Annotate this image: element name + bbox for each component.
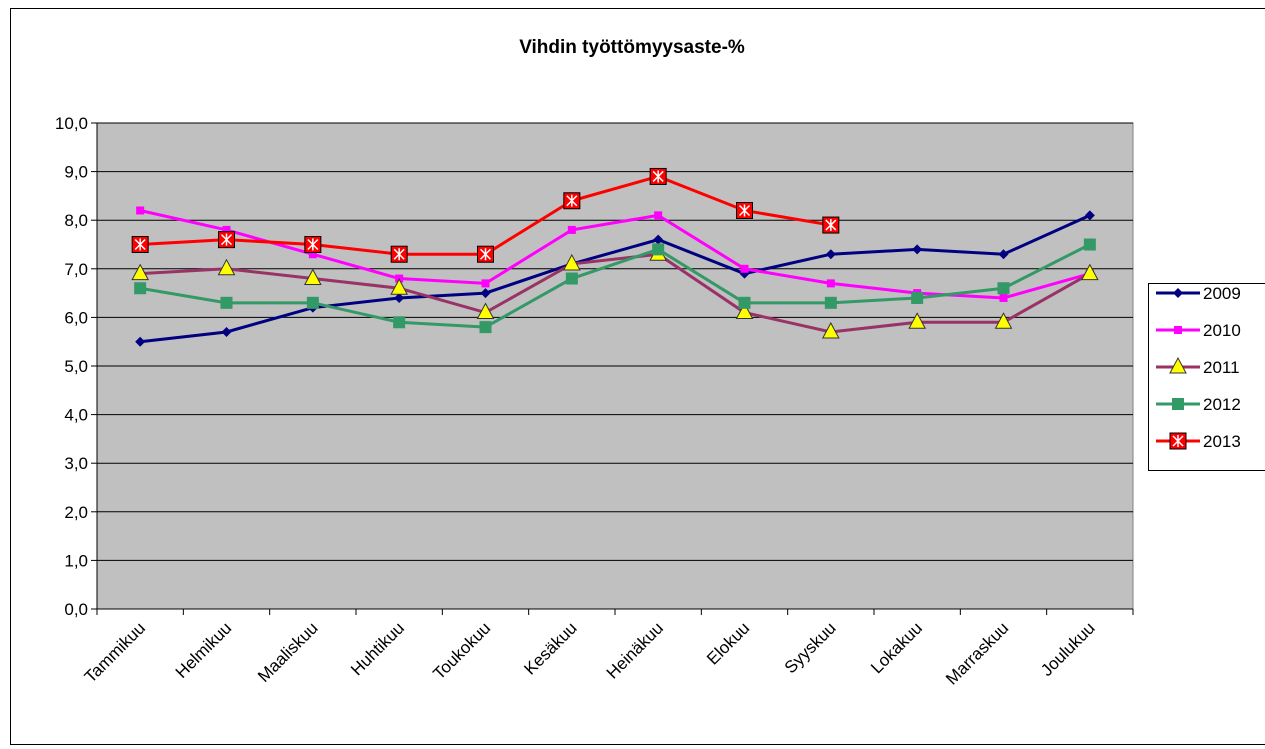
marker <box>217 258 236 276</box>
legend-label: 2009 <box>1203 284 1241 303</box>
marker <box>562 253 581 271</box>
legend-label: 2012 <box>1203 395 1241 414</box>
y-tick-label: 10,0 <box>55 114 88 133</box>
y-tick-label: 9,0 <box>64 163 88 182</box>
marker <box>994 312 1013 329</box>
marker <box>480 288 491 299</box>
marker <box>390 278 409 295</box>
marker <box>218 231 235 249</box>
marker <box>653 234 664 245</box>
marker <box>1174 326 1182 334</box>
marker <box>1084 210 1095 221</box>
marker-star <box>479 248 492 261</box>
marker <box>131 263 150 281</box>
legend-label: 2011 <box>1203 358 1240 377</box>
marker <box>481 279 490 288</box>
y-tick-label: 7,0 <box>64 260 88 279</box>
marker <box>1083 238 1096 251</box>
marker <box>221 326 232 337</box>
marker <box>1173 288 1183 298</box>
marker <box>220 296 233 309</box>
y-tick-label: 6,0 <box>64 308 88 327</box>
y-tick-label: 0,0 <box>64 600 88 619</box>
marker <box>911 291 924 304</box>
marker-star <box>393 248 405 261</box>
marker-star <box>307 238 319 251</box>
legend-label: 2010 <box>1203 321 1241 340</box>
marker-star <box>220 233 233 246</box>
marker <box>567 225 576 234</box>
marker <box>1080 263 1099 281</box>
series-line <box>140 252 1091 334</box>
marker <box>394 292 405 303</box>
marker-star <box>825 219 837 232</box>
marker <box>912 244 923 255</box>
marker <box>998 249 1009 260</box>
marker <box>649 167 667 185</box>
marker <box>390 245 408 263</box>
y-tick-label: 1,0 <box>64 551 88 570</box>
chart-title: Vihdin työttömyysaste-% <box>519 37 745 58</box>
y-tick-label: 5,0 <box>64 357 88 376</box>
marker <box>736 201 753 219</box>
marker <box>821 321 840 339</box>
marker <box>826 279 835 288</box>
series-line <box>139 209 1091 300</box>
marker <box>735 302 754 320</box>
marker <box>654 211 663 220</box>
marker <box>825 249 836 260</box>
marker <box>652 243 665 256</box>
marker <box>477 245 494 263</box>
marker <box>997 282 1010 295</box>
y-tick-label: 4,0 <box>64 406 88 425</box>
y-tick-label: 8,0 <box>64 211 88 230</box>
marker <box>908 312 927 329</box>
marker <box>135 336 146 347</box>
marker <box>563 192 581 210</box>
marker <box>999 293 1008 302</box>
marker <box>393 316 406 329</box>
marker <box>131 236 149 253</box>
marker <box>740 264 749 273</box>
marker <box>479 321 492 334</box>
marker <box>222 225 231 234</box>
marker-star <box>738 204 751 217</box>
marker-star <box>134 238 146 251</box>
series-line <box>139 243 1091 329</box>
marker <box>1169 432 1187 450</box>
marker-star <box>652 170 664 183</box>
marker <box>304 236 322 253</box>
marker-star <box>1172 435 1184 447</box>
legend-label: 2013 <box>1203 432 1241 451</box>
legend-box <box>1148 283 1265 471</box>
marker <box>306 296 319 309</box>
marker <box>1172 398 1184 410</box>
y-tick-label: 3,0 <box>64 454 88 473</box>
marker <box>822 216 840 234</box>
marker <box>565 272 578 285</box>
marker <box>738 296 751 309</box>
y-tick-label: 2,0 <box>64 503 88 522</box>
marker <box>136 206 145 215</box>
marker <box>824 296 837 309</box>
marker <box>134 282 147 295</box>
marker <box>303 268 322 286</box>
series-line <box>139 213 1091 344</box>
marker <box>308 250 317 259</box>
marker <box>1169 356 1187 374</box>
marker <box>476 302 495 320</box>
marker-star <box>566 194 578 207</box>
